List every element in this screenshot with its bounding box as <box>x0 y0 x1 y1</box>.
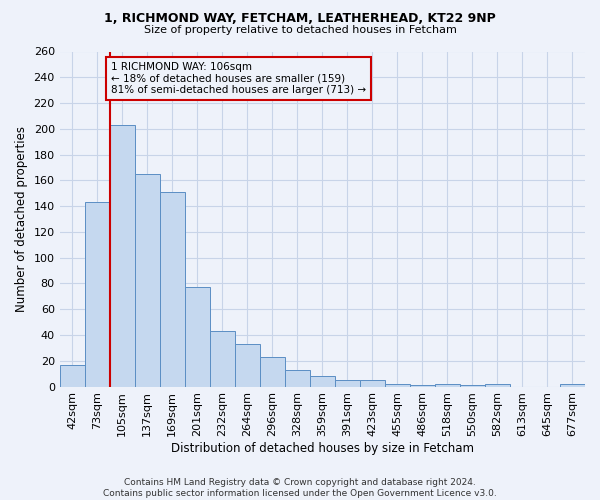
Bar <box>210 331 235 386</box>
Bar <box>310 376 335 386</box>
Text: Size of property relative to detached houses in Fetcham: Size of property relative to detached ho… <box>143 25 457 35</box>
Bar <box>385 384 410 386</box>
Bar <box>285 370 310 386</box>
Y-axis label: Number of detached properties: Number of detached properties <box>15 126 28 312</box>
Bar <box>59 364 85 386</box>
Text: 1, RICHMOND WAY, FETCHAM, LEATHERHEAD, KT22 9NP: 1, RICHMOND WAY, FETCHAM, LEATHERHEAD, K… <box>104 12 496 26</box>
Bar <box>435 384 460 386</box>
Bar <box>110 125 135 386</box>
Bar <box>85 202 110 386</box>
Text: Contains HM Land Registry data © Crown copyright and database right 2024.
Contai: Contains HM Land Registry data © Crown c… <box>103 478 497 498</box>
Bar <box>185 288 210 386</box>
Bar <box>260 357 285 386</box>
Bar <box>135 174 160 386</box>
Bar <box>235 344 260 387</box>
Bar <box>335 380 360 386</box>
Bar <box>160 192 185 386</box>
Bar <box>560 384 585 386</box>
Bar <box>485 384 510 386</box>
Text: 1 RICHMOND WAY: 106sqm
← 18% of detached houses are smaller (159)
81% of semi-de: 1 RICHMOND WAY: 106sqm ← 18% of detached… <box>111 62 366 95</box>
Bar <box>360 380 385 386</box>
X-axis label: Distribution of detached houses by size in Fetcham: Distribution of detached houses by size … <box>171 442 474 455</box>
